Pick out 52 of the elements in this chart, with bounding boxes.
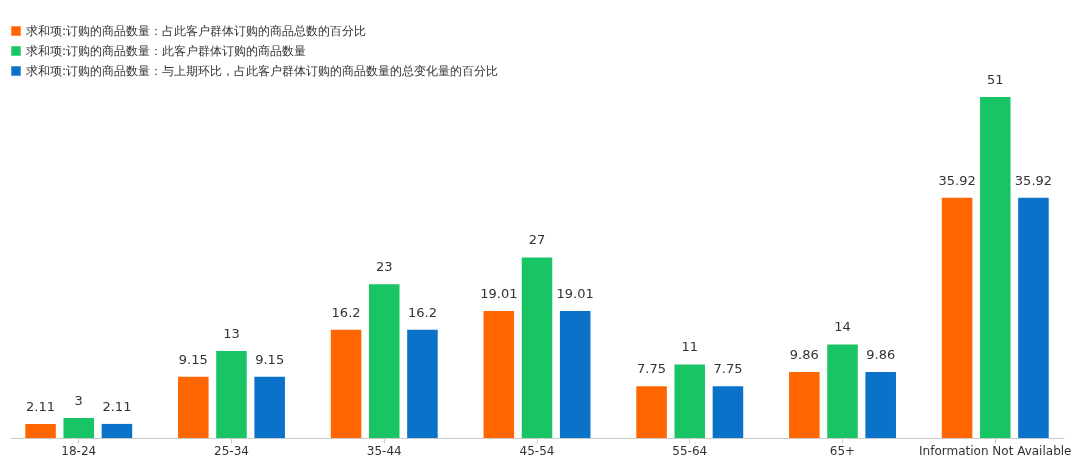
data-label: 9.15 (255, 351, 285, 367)
data-label: 27 (528, 232, 546, 248)
x-tick-label: 45-54 (519, 443, 555, 458)
data-label: 9.86 (866, 347, 896, 363)
data-label: 9.15 (178, 351, 208, 367)
data-label: 13 (223, 326, 240, 342)
bar (559, 310, 591, 438)
bar (178, 376, 209, 438)
bar (789, 372, 820, 438)
bar (979, 97, 1011, 438)
data-label: 19.01 (556, 285, 594, 301)
legend-label: 求和项:订购的商品数量：与上期环比，占此客户群体订购的商品数量的总变化量的百分比 (26, 64, 499, 78)
bar (827, 344, 858, 438)
bar (521, 257, 553, 438)
bar (941, 197, 973, 438)
bar (712, 386, 744, 438)
bar (636, 386, 667, 438)
bar (101, 423, 133, 438)
data-label: 11 (681, 339, 699, 355)
data-label: 9.86 (789, 347, 819, 363)
data-label: 51 (986, 72, 1004, 87)
data-label: 35.92 (938, 172, 976, 188)
data-label: 35.92 (1014, 172, 1053, 188)
x-tick-label: 35-44 (366, 443, 402, 458)
bar (865, 372, 896, 438)
data-label: 23 (375, 259, 393, 275)
bar (63, 417, 95, 438)
legend-label: 求和项:订购的商品数量：此客户群体订购的商品数量 (26, 44, 307, 58)
data-label: 19.01 (480, 285, 518, 301)
data-label: 7.75 (637, 361, 667, 377)
data-label: 2.11 (26, 398, 56, 414)
bar (483, 310, 515, 438)
bar (1018, 197, 1049, 438)
legend-label: 求和项:订购的商品数量：占此客户群体订购的商品总数的百分比 (26, 24, 367, 38)
bar (368, 284, 400, 438)
x-tick-label: Information Not Available (919, 443, 1072, 458)
bar (216, 351, 247, 438)
data-label: 7.75 (713, 361, 743, 377)
bar (407, 329, 438, 438)
x-tick-label: 55-64 (672, 443, 708, 458)
data-label: 16.2 (331, 304, 361, 320)
data-label: 16.2 (407, 304, 437, 320)
bar (254, 376, 285, 438)
x-tick-label: 25-34 (214, 443, 249, 458)
bar (674, 364, 706, 438)
data-label: 3 (74, 392, 83, 408)
bar (25, 423, 56, 438)
data-label: 14 (834, 319, 851, 335)
data-label: 2.11 (102, 398, 132, 414)
x-tick-label: 65+ (829, 443, 856, 458)
x-tick-label: 18-24 (61, 443, 97, 458)
bar (330, 329, 362, 438)
